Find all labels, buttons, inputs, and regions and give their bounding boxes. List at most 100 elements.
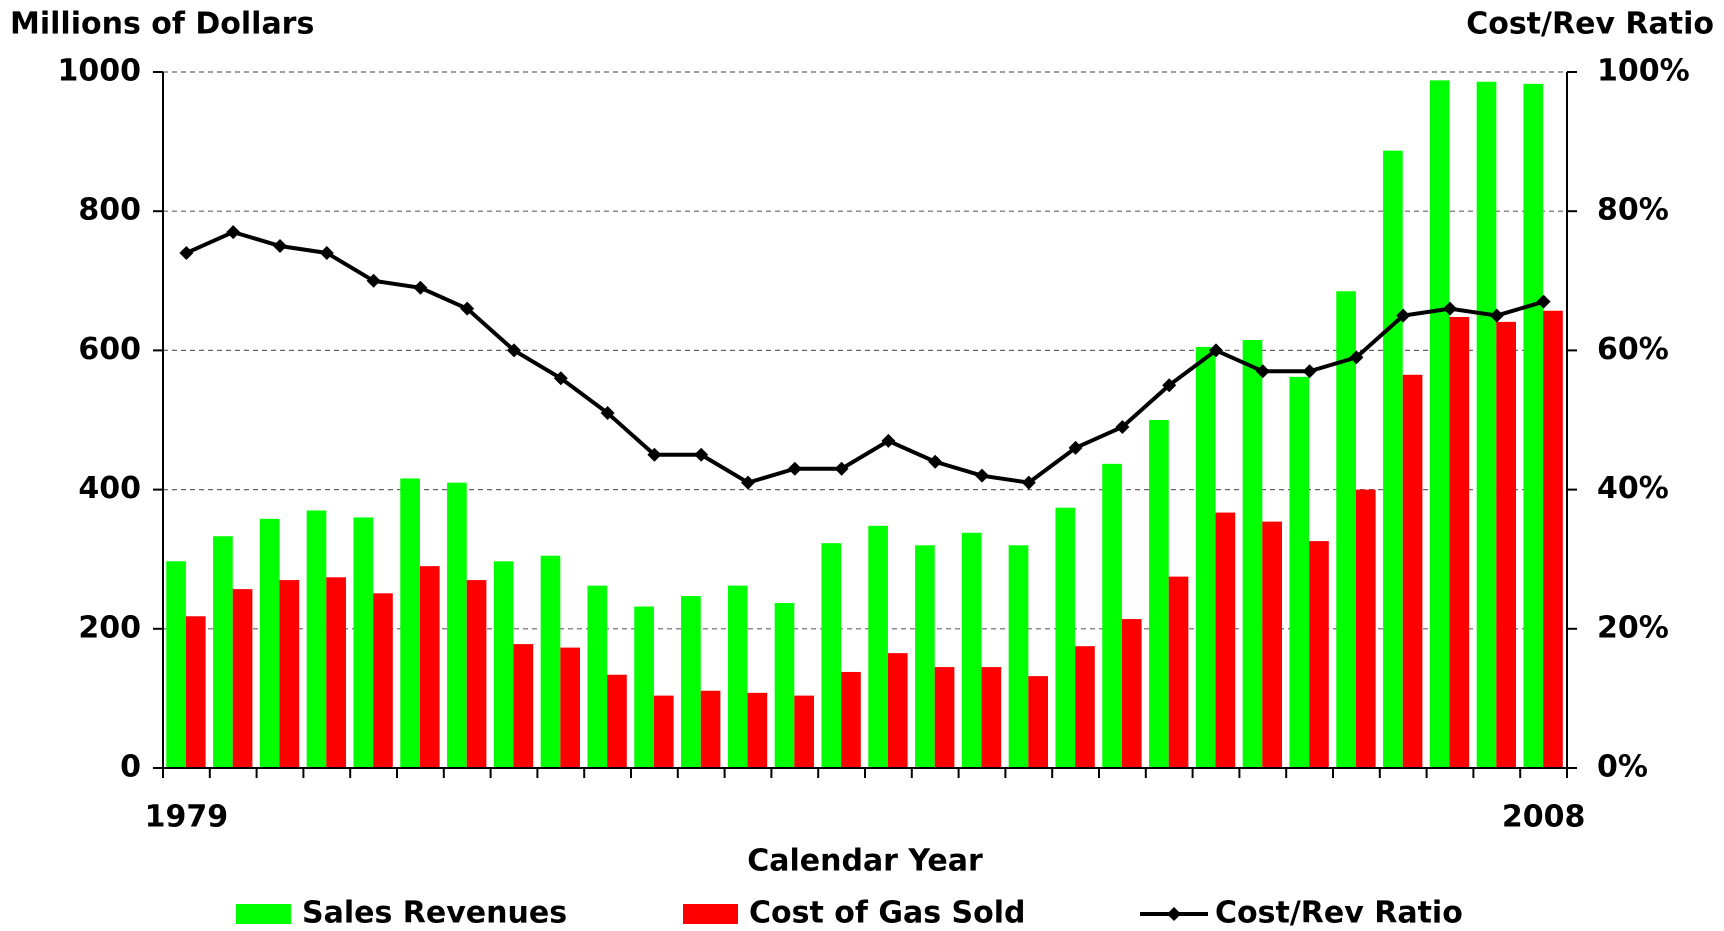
- bar: [747, 692, 768, 768]
- bar: [700, 690, 721, 768]
- bar: [166, 561, 186, 768]
- ratio-marker: [553, 371, 568, 386]
- ratio-marker: [787, 461, 802, 476]
- bar: [540, 555, 561, 768]
- bar: [607, 674, 627, 768]
- bar: [915, 545, 935, 768]
- ratio-marker: [881, 433, 896, 448]
- y2-tick-label: 40%: [1597, 471, 1669, 506]
- bar: [1429, 80, 1450, 769]
- x-tick-label: 2008: [1502, 800, 1586, 835]
- ratio-marker: [1209, 343, 1223, 358]
- ratio-marker: [600, 406, 615, 421]
- ratio-marker: [1162, 378, 1177, 393]
- ratio-marker: [694, 447, 709, 462]
- bar: [1242, 339, 1263, 768]
- bar: [326, 577, 346, 768]
- bar: [774, 603, 795, 768]
- bar: [934, 667, 955, 768]
- bar: [1402, 374, 1423, 768]
- bar: [727, 585, 748, 768]
- bar: [373, 593, 393, 768]
- ratio-marker: [834, 461, 849, 476]
- y2-tick-label: 60%: [1597, 332, 1669, 367]
- bar: [1355, 489, 1376, 768]
- ratio-marker: [1021, 475, 1036, 490]
- ratio-marker: [226, 225, 241, 240]
- legend-label: Sales Revenues: [302, 896, 567, 931]
- bar: [259, 518, 280, 768]
- bar: [1543, 310, 1563, 768]
- bar: [868, 525, 888, 768]
- bar: [1289, 376, 1310, 768]
- bar: [1195, 346, 1216, 768]
- bar: [232, 589, 253, 768]
- bar: [1476, 81, 1497, 768]
- y-tick-label: 1000: [58, 54, 142, 89]
- ratio-marker: [1489, 308, 1504, 323]
- bar: [1523, 83, 1544, 768]
- ratio-marker: [319, 245, 334, 260]
- y-tick-label: 400: [78, 471, 141, 506]
- bar: [447, 482, 467, 768]
- ratio-marker: [975, 468, 989, 483]
- bar: [353, 517, 374, 768]
- bar: [1336, 291, 1356, 768]
- ratio-marker: [273, 239, 287, 253]
- y2-tick-label: 80%: [1597, 193, 1669, 228]
- ratio-marker: [1536, 294, 1551, 309]
- bar: [560, 647, 580, 768]
- bar: [1309, 541, 1329, 768]
- y2-axis-label: Cost/Rev Ratio: [1466, 7, 1714, 42]
- ratio-line: [185, 229, 1545, 485]
- bar: [1215, 512, 1236, 768]
- bar: [1055, 507, 1076, 768]
- y2-tick-label: 0%: [1597, 750, 1648, 785]
- y-tick-label: 600: [78, 332, 141, 367]
- y2-tick-label: 20%: [1597, 610, 1669, 645]
- bar: [681, 596, 701, 768]
- ratio-marker: [1115, 419, 1130, 434]
- bar: [841, 671, 861, 768]
- ratio-marker: [366, 273, 381, 288]
- bar: [1496, 321, 1516, 768]
- bar: [1102, 463, 1122, 768]
- x-tick-label: 1979: [145, 800, 229, 835]
- bar: [279, 580, 300, 768]
- bar: [1383, 150, 1403, 768]
- ratio-marker: [1068, 440, 1083, 455]
- ratio-marker: [1443, 301, 1457, 316]
- bar: [1008, 545, 1029, 768]
- y-tick-label: 800: [78, 193, 141, 228]
- bar: [1075, 646, 1095, 768]
- bar: [213, 536, 233, 768]
- bar: [981, 667, 1002, 768]
- bar: [513, 644, 534, 768]
- ratio-marker: [460, 301, 475, 316]
- ratio-marker: [413, 280, 428, 295]
- bar: [1449, 316, 1470, 768]
- bar: [961, 532, 982, 768]
- ratio-marker: [179, 245, 194, 260]
- bar: [634, 606, 654, 768]
- ratio-marker: [647, 447, 662, 462]
- y-axis-label: Millions of Dollars: [10, 7, 314, 42]
- ratio-marker: [1302, 364, 1317, 379]
- bar: [821, 543, 842, 768]
- bar: [1262, 521, 1282, 768]
- bar: [185, 616, 206, 768]
- legend-marker: [1167, 907, 1181, 921]
- bar: [419, 566, 440, 768]
- bar: [306, 510, 327, 768]
- bar: [493, 561, 514, 768]
- x-axis-label: Calendar Year: [747, 844, 983, 879]
- y-tick-label: 200: [78, 610, 141, 645]
- ratio-marker: [741, 475, 755, 490]
- legend-swatch: [236, 904, 291, 924]
- ratio-marker: [1349, 350, 1364, 365]
- bar: [1168, 576, 1189, 768]
- bar: [653, 695, 674, 768]
- bar: [887, 653, 908, 768]
- y-tick-label: 0: [120, 750, 141, 785]
